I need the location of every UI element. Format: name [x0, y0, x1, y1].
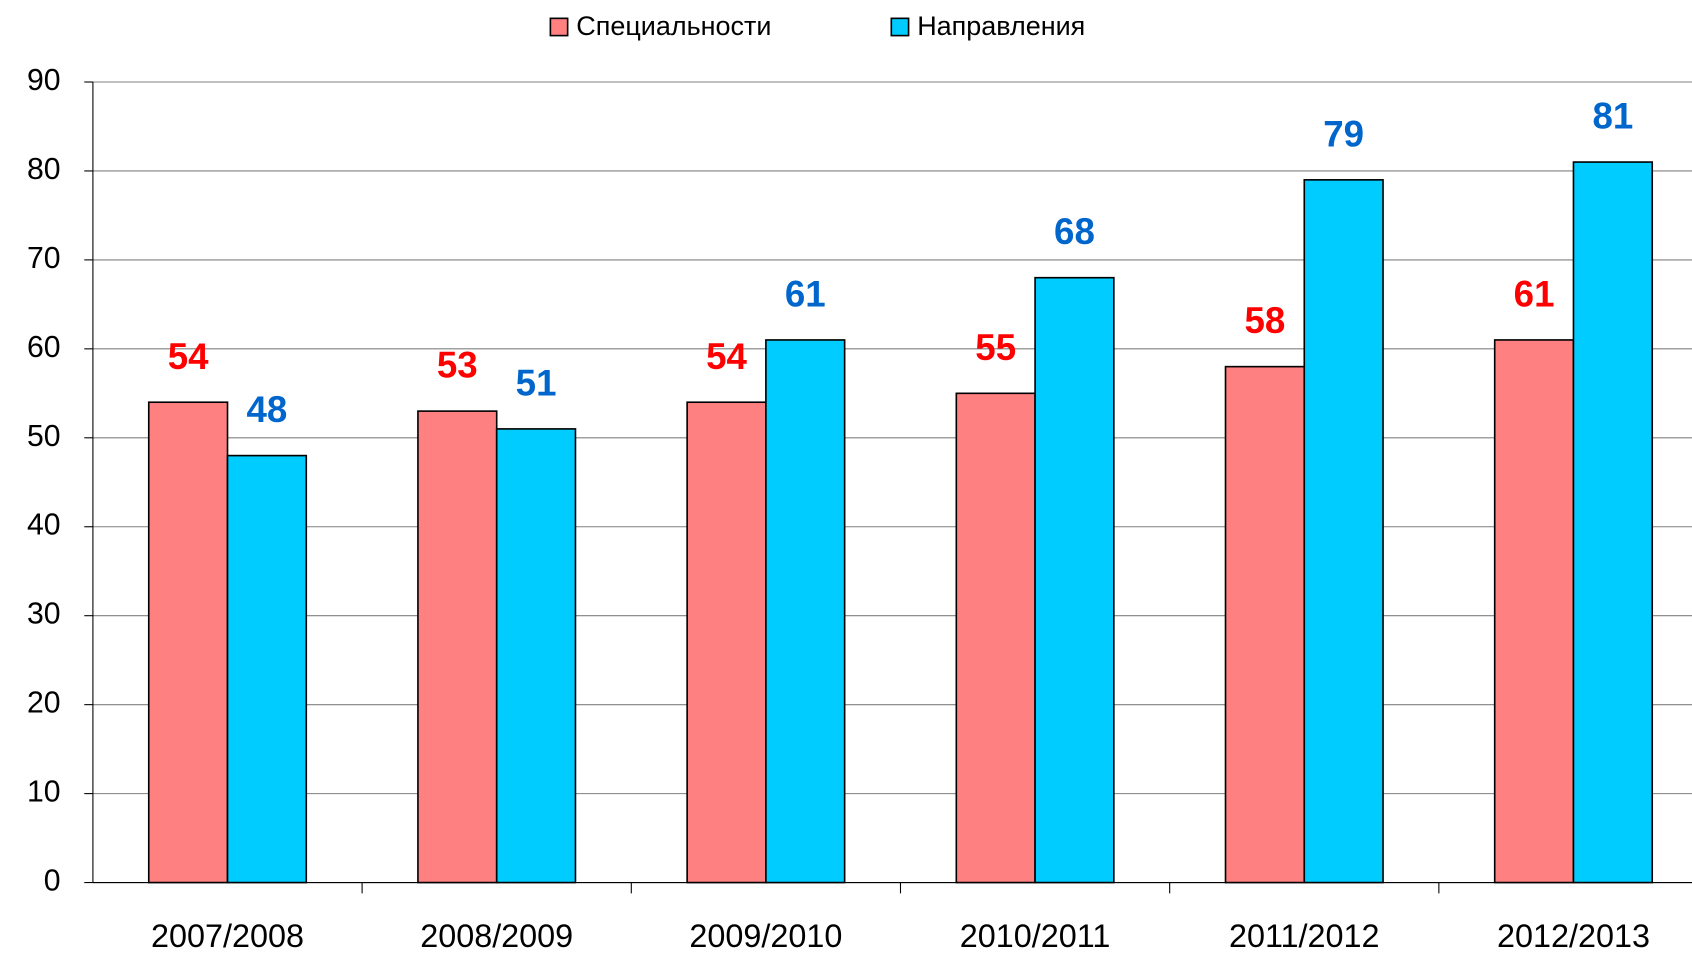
legend-label: Специальности — [576, 11, 771, 41]
value-label: 79 — [1323, 113, 1364, 154]
legend-label: Направления — [917, 11, 1085, 41]
x-tick-label: 2011/2012 — [1229, 918, 1380, 954]
x-tick-label: 2008/2009 — [420, 918, 573, 954]
y-tick-label: 50 — [27, 420, 61, 453]
x-tick-label: 2009/2010 — [689, 918, 842, 954]
bar — [686, 401, 767, 884]
bar — [1572, 161, 1654, 884]
bar — [765, 339, 846, 884]
bar — [955, 392, 1036, 884]
value-label: 58 — [1244, 300, 1285, 341]
x-tick-label: 2012/2013 — [1497, 918, 1650, 954]
y-tick-label: 90 — [27, 64, 61, 97]
y-tick-label: 10 — [27, 776, 61, 809]
bar — [226, 454, 308, 884]
x-tick-label: 2007/2008 — [151, 918, 304, 954]
bar — [1034, 276, 1115, 884]
x-tick-label: 2010/2011 — [960, 918, 1111, 954]
y-tick-label: 40 — [27, 509, 61, 542]
y-tick-label: 80 — [27, 153, 61, 186]
y-tick-label: 0 — [44, 865, 61, 898]
bar — [1493, 339, 1575, 884]
y-tick-label: 20 — [27, 687, 61, 720]
y-tick-label: 30 — [27, 598, 61, 631]
bar — [417, 410, 498, 884]
value-label: 61 — [1514, 273, 1555, 314]
value-label: 68 — [1054, 211, 1095, 252]
y-tick-label: 60 — [27, 331, 61, 364]
value-label: 48 — [246, 389, 287, 430]
value-label: 53 — [437, 345, 478, 386]
value-label: 54 — [706, 336, 747, 377]
bar — [1224, 365, 1306, 884]
bar — [495, 428, 577, 884]
legend-swatch — [890, 17, 910, 37]
value-label: 55 — [975, 327, 1016, 368]
value-label: 54 — [168, 336, 209, 377]
bar — [147, 401, 229, 884]
legend-swatch — [549, 17, 569, 37]
value-label: 81 — [1592, 96, 1633, 137]
value-label: 61 — [785, 273, 826, 314]
y-tick-label: 70 — [27, 242, 61, 275]
bar — [1303, 179, 1384, 884]
value-label: 51 — [516, 362, 557, 403]
